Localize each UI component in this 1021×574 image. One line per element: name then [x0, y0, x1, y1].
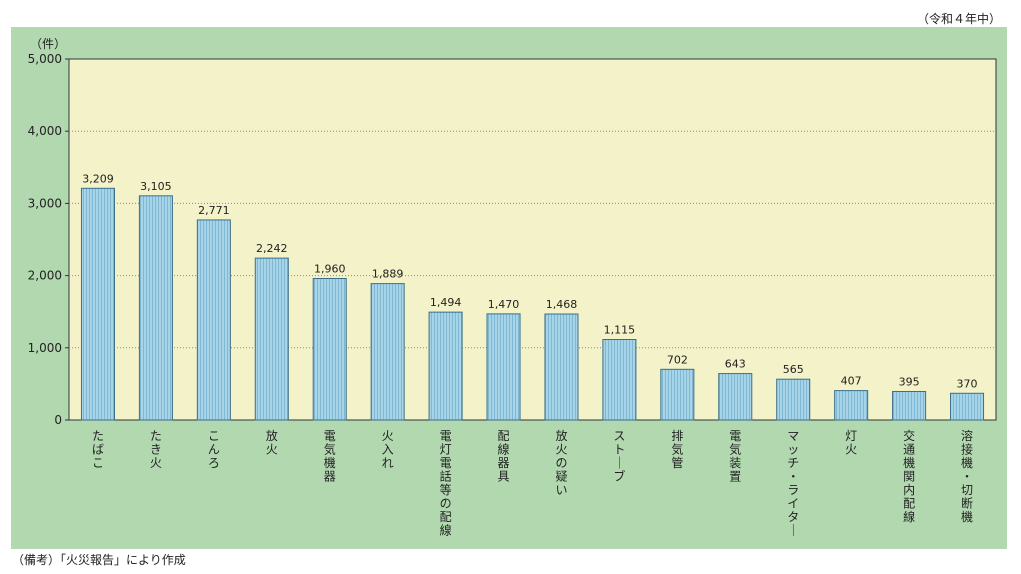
data-label: 1,115	[604, 323, 636, 336]
bar	[312, 277, 347, 421]
bar	[428, 311, 463, 421]
data-label: 565	[783, 363, 804, 376]
category-label: 電灯電話等の配線	[440, 429, 452, 538]
category-label: たばこ	[92, 429, 104, 470]
category-label: 電気機器	[324, 429, 336, 484]
value-labels: 3,209 3,105 2,771 2,242 1,960 1,889 1,494 1,470…	[82, 172, 977, 390]
category-label: 放火	[266, 428, 278, 457]
category-label: 放火の疑い	[555, 428, 567, 497]
category-label: 溶接機・切断機	[961, 428, 973, 524]
data-label: 1,889	[372, 268, 404, 281]
data-label: 1,468	[546, 298, 578, 311]
data-label: 395	[899, 375, 920, 388]
data-label: 643	[725, 358, 746, 371]
y-tick-label: 2,000	[28, 269, 62, 283]
data-label: 1,494	[430, 296, 462, 309]
bar	[602, 338, 637, 421]
y-axis-unit-label: （件）	[30, 37, 67, 51]
bar	[660, 368, 695, 421]
category-label: 電気装置	[729, 429, 741, 484]
bar	[544, 313, 579, 421]
data-label: 1,470	[488, 298, 520, 311]
y-tick-label: 1,000	[28, 341, 62, 355]
data-label: 2,771	[198, 204, 230, 217]
bar	[370, 283, 405, 421]
category-label: スト｜ブ	[613, 429, 625, 484]
category-label: 排気管	[671, 429, 683, 470]
y-tick-label: 5,000	[28, 52, 62, 66]
bar	[892, 390, 927, 421]
category-label: たき火	[150, 429, 162, 470]
category-label: こんろ	[208, 429, 220, 470]
bar	[486, 313, 521, 421]
category-label: 火入れ	[382, 429, 394, 470]
data-label: 407	[841, 375, 862, 388]
data-label: 3,105	[140, 180, 172, 193]
bar	[834, 390, 869, 421]
bar	[138, 195, 173, 421]
category-label: マッチ・ライタ｜	[787, 429, 799, 538]
category-label: 灯火	[845, 429, 857, 457]
bar	[718, 373, 753, 421]
data-label: 3,209	[82, 172, 114, 185]
category-label: 交通機関内配線	[903, 428, 915, 524]
period-note: （令和４年中）	[916, 12, 1001, 26]
category-labels: たばこ たき火 こんろ 放火 電気機器 火入れ 電灯電話等の配線 配線器具 放火の疑い スト｜ブ 排…	[92, 428, 973, 538]
y-tick-label: 3,000	[28, 196, 62, 210]
bar	[254, 257, 289, 421]
data-label: 1,960	[314, 262, 346, 275]
bar	[80, 187, 115, 421]
y-axis-ticks: 0 1,000 2,000 3,000 4,000 5,000	[28, 52, 69, 427]
bar	[776, 378, 811, 421]
bar	[196, 219, 231, 421]
data-label: 702	[667, 353, 688, 366]
data-label: 370	[957, 377, 978, 390]
source-note: （備考）「火災報告」により作成	[12, 553, 186, 567]
y-tick-label: 0	[54, 413, 62, 427]
category-label: 配線器具	[498, 429, 510, 484]
bar-chart: 0 1,000 2,000 3,000 4,000 5,000 3,209 3,105 2,7…	[28, 52, 997, 538]
bars	[80, 187, 985, 421]
y-tick-label: 4,000	[28, 124, 62, 138]
data-label: 2,242	[256, 242, 288, 255]
bar	[950, 392, 985, 421]
